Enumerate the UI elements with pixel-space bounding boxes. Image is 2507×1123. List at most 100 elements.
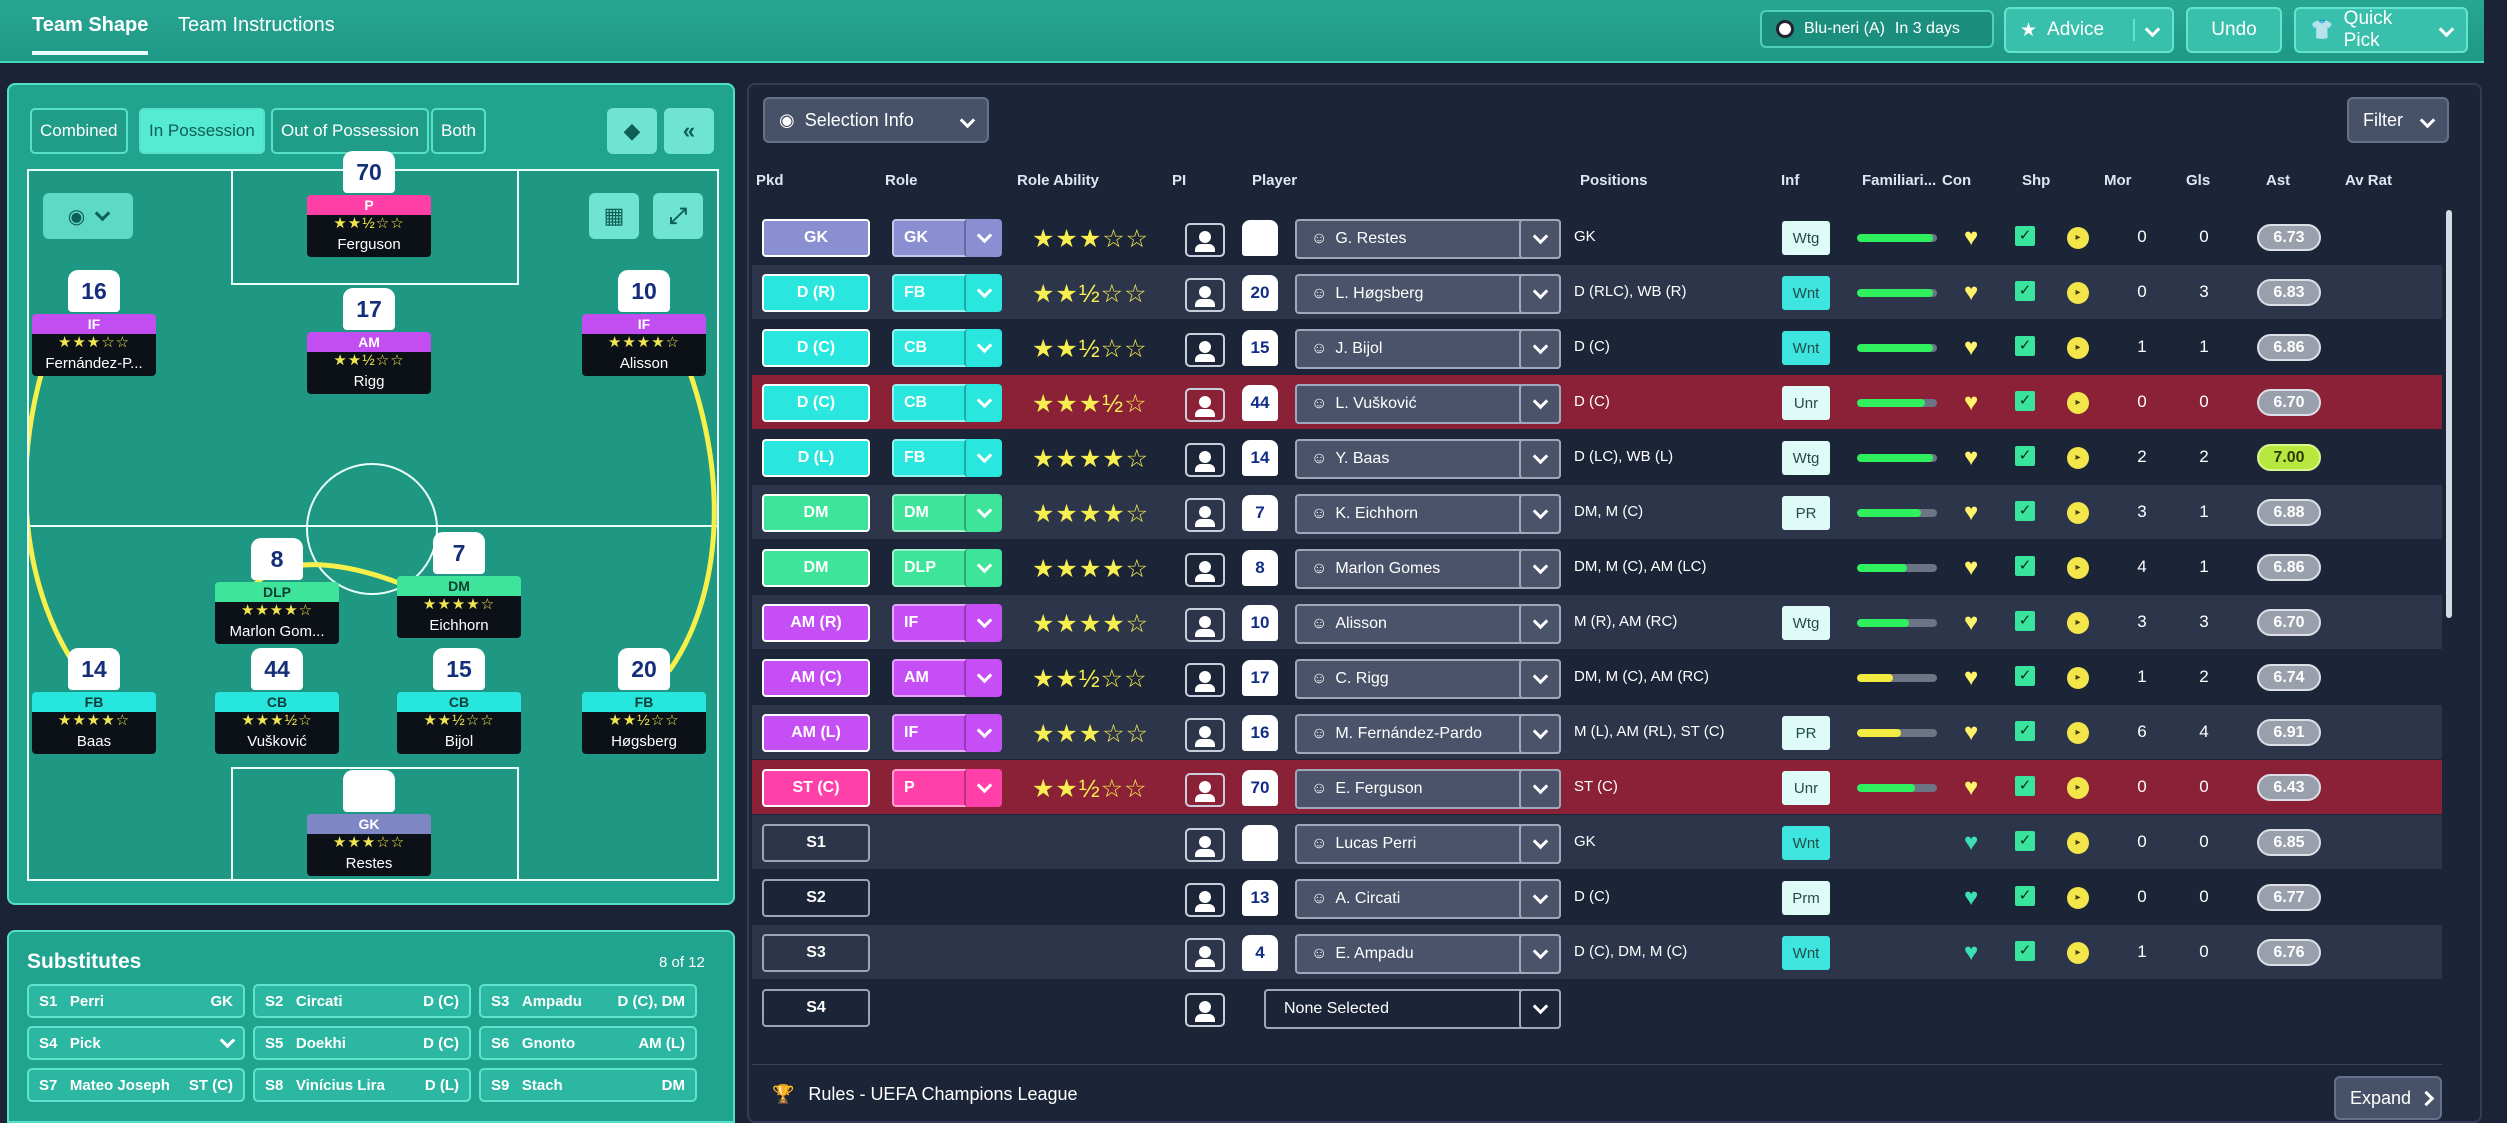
player-select[interactable]: ☺ C. Rigg [1295,659,1561,699]
player-chevron-icon[interactable] [1519,439,1561,479]
col-positions[interactable]: Positions [1580,172,1648,189]
table-row[interactable]: AM (C) AM ★★½☆☆ 17 ☺ C. Rigg DM, M (C), AM (… [752,650,2442,704]
player-instructions-button[interactable] [1185,443,1225,477]
player-select[interactable]: ☺ E. Ampadu [1295,934,1561,974]
substitute-card[interactable]: S6 Gnonto AM (L) [479,1026,697,1060]
picked-position[interactable]: S4 [762,989,870,1027]
player-instructions-button[interactable] [1185,828,1225,862]
quick-pick-chevron-icon[interactable] [2438,19,2455,41]
player-instructions-button[interactable] [1185,663,1225,697]
role-chevron-icon[interactable] [964,494,1002,532]
player-select[interactable]: ☺ Alisson [1295,604,1561,644]
substitute-card[interactable]: S2 Circati D (C) [253,984,471,1018]
pitch-player-card[interactable]: 8 DLP ★★★★☆ Marlon Gom... [215,538,339,644]
role-chevron-icon[interactable] [964,604,1002,642]
player-instructions-button[interactable] [1185,223,1225,257]
next-match-button[interactable]: Blu-neri (A) In 3 days [1760,10,1994,48]
diamond-icon[interactable]: ◆ [607,108,657,154]
player-select[interactable]: ☺ A. Circati [1295,879,1561,919]
player-instructions-button[interactable] [1185,883,1225,917]
table-row[interactable]: DM DLP ★★★★☆ 8 ☺ Marlon Gomes DM, M (C), AM … [752,540,2442,594]
tab-both[interactable]: Both [431,108,486,154]
player-instructions-button[interactable] [1185,608,1225,642]
player-instructions-button[interactable] [1185,388,1225,422]
picked-position[interactable]: D (L) [762,439,870,477]
player-select[interactable]: None Selected [1264,989,1561,1029]
picked-position[interactable]: DM [762,494,870,532]
player-select[interactable]: ☺ Lucas Perri [1295,824,1561,864]
picked-position[interactable]: D (R) [762,274,870,312]
rules-link[interactable]: 🏆 Rules - UEFA Champions League [772,1084,1078,1105]
role-chevron-icon[interactable] [964,329,1002,367]
tab-out-of-possession[interactable]: Out of Possession [271,108,429,154]
player-instructions-button[interactable] [1185,993,1225,1027]
table-row[interactable]: S1 ☺ Lucas Perri GK Wnt ♥ ✓ ▸ 0 0 6.85 [752,815,2442,869]
player-chevron-icon[interactable] [1519,274,1561,314]
col-con[interactable]: Con [1942,172,1972,189]
col-av-rat[interactable]: Av Rat [2345,172,2392,189]
role-chevron-icon[interactable] [964,384,1002,422]
role-chevron-icon[interactable] [964,659,1002,697]
col-ast[interactable]: Ast [2266,172,2291,189]
player-select[interactable]: ☺ K. Eichhorn [1295,494,1561,534]
role-chevron-icon[interactable] [964,714,1002,752]
col-inf[interactable]: Inf [1781,172,1800,189]
role-chevron-icon[interactable] [964,439,1002,477]
pitch-player-card[interactable]: GK ★★★☆☆ Restes [307,770,431,876]
player-chevron-icon[interactable] [1519,879,1561,919]
player-chevron-icon[interactable] [1519,714,1561,754]
player-instructions-button[interactable] [1185,773,1225,807]
player-chevron-icon[interactable] [1519,329,1561,369]
substitute-card[interactable]: S3 Ampadu D (C), DM [479,984,697,1018]
player-select[interactable]: ☺ Y. Baas [1295,439,1561,479]
quick-pick-button[interactable]: 👕 Quick Pick [2294,7,2468,53]
visibility-toggle[interactable]: ◉ [43,193,133,239]
table-row[interactable]: S3 4 ☺ E. Ampadu D (C), DM, M (C) Wnt ♥ ✓ ▸ 1… [752,925,2442,979]
col-gls[interactable]: Gls [2186,172,2211,189]
picked-position[interactable]: AM (R) [762,604,870,642]
pitch-player-card[interactable]: 20 FB ★★½☆☆ Høgsberg [582,648,706,754]
player-chevron-icon[interactable] [1519,494,1561,534]
player-chevron-icon[interactable] [1519,989,1561,1029]
substitute-card[interactable]: S5 Doekhi D (C) [253,1026,471,1060]
substitute-card[interactable]: S7 Mateo Joseph ST (C) [27,1068,245,1102]
picked-position[interactable]: S2 [762,879,870,917]
role-chevron-icon[interactable] [964,549,1002,587]
substitute-card[interactable]: S4 Pick [27,1026,245,1060]
table-row[interactable]: AM (L) IF ★★★☆☆ 16 ☺ M. Fernández-Pardo M (L… [752,705,2442,759]
table-row[interactable]: D (L) FB ★★★★☆ 14 ☺ Y. Baas D (LC), WB (L) Wt… [752,430,2442,484]
picked-position[interactable]: S3 [762,934,870,972]
pitch-player-card[interactable]: 16 IF ★★★☆☆ Fernández-P... [32,270,156,376]
picked-position[interactable]: ST (C) [762,769,870,807]
tab-combined[interactable]: Combined [30,108,128,154]
substitute-card[interactable]: S8 Vinícius Lira D (L) [253,1068,471,1102]
grid-icon[interactable]: ▦ [589,193,639,239]
player-chevron-icon[interactable] [1519,769,1561,809]
collapse-icon[interactable]: « [664,108,714,154]
tab-team-instructions[interactable]: Team Instructions [178,14,335,36]
selection-info-dropdown[interactable]: ◉ Selection Info [763,97,989,143]
pitch-player-card[interactable]: 14 FB ★★★★☆ Baas [32,648,156,754]
pitch-player-card[interactable]: 70 P ★★½☆☆ Ferguson [307,151,431,257]
expand-arrows-icon[interactable]: ⤢ [653,193,703,239]
table-row[interactable]: D (R) FB ★★½☆☆ 20 ☺ L. Høgsberg D (RLC), WB … [752,265,2442,319]
player-instructions-button[interactable] [1185,938,1225,972]
picked-position[interactable]: D (C) [762,384,870,422]
player-chevron-icon[interactable] [1519,549,1561,589]
player-chevron-icon[interactable] [1519,219,1561,259]
table-scrollbar[interactable] [2446,210,2452,618]
col-familiarity[interactable]: Familiari... [1862,172,1937,189]
pitch-player-card[interactable]: 44 CB ★★★½☆ Vušković [215,648,339,754]
picked-position[interactable]: AM (C) [762,659,870,697]
picked-position[interactable]: S1 [762,824,870,862]
pitch-player-card[interactable]: 10 IF ★★★★☆ Alisson [582,270,706,376]
table-row[interactable]: S4 None Selected [752,980,2442,1034]
substitute-card[interactable]: S1 Perri GK [27,984,245,1018]
table-row[interactable]: GK GK ★★★☆☆ ☺ G. Restes GK Wtg ♥ ✓ ▸ 0 0 6.73 [752,210,2442,264]
player-chevron-icon[interactable] [1519,659,1561,699]
player-instructions-button[interactable] [1185,498,1225,532]
undo-button[interactable]: Undo [2186,7,2282,53]
table-row[interactable]: ST (C) P ★★½☆☆ 70 ☺ E. Ferguson ST (C) Unr ♥ ✓… [752,760,2442,814]
player-chevron-icon[interactable] [1519,824,1561,864]
col-pkd[interactable]: Pkd [756,172,784,189]
